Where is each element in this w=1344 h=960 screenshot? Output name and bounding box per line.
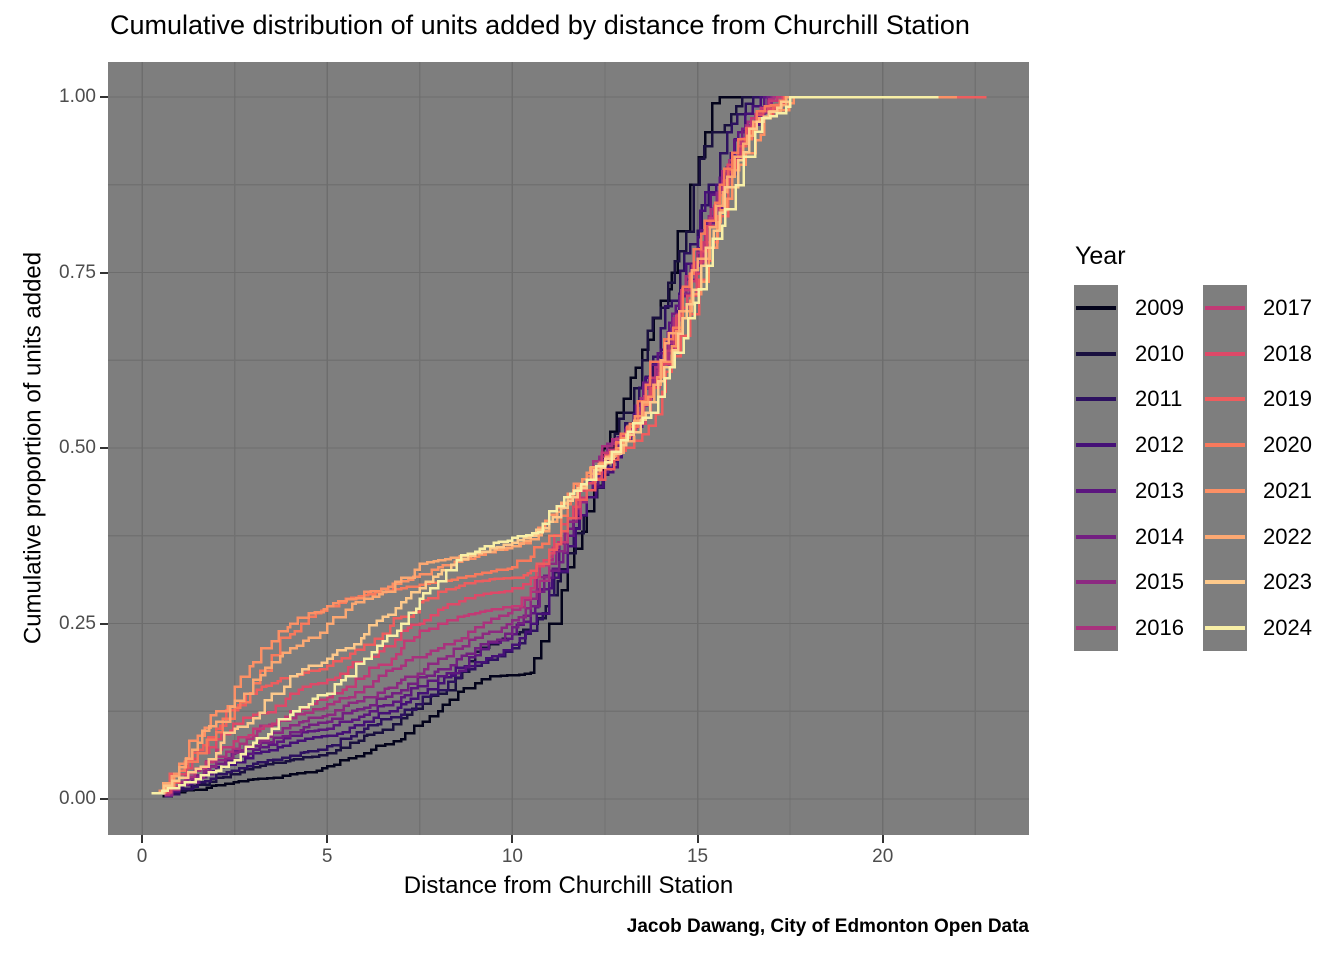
- legend-label-2022: 2022: [1263, 523, 1312, 549]
- legend-label-2020: 2020: [1263, 432, 1312, 458]
- legend-key-line-2019: [1205, 397, 1245, 402]
- ecdf-lines: [151, 95, 987, 798]
- legend-key-line-2017: [1205, 305, 1245, 310]
- x-axis-tick-label: 5: [321, 846, 333, 867]
- x-axis-tick: [696, 835, 699, 843]
- legend-key-column: [1203, 285, 1247, 651]
- legend-label-2011: 2011: [1135, 386, 1183, 412]
- legend-title: Year: [1075, 242, 1126, 270]
- legend-key-line-2010: [1076, 351, 1116, 356]
- ecdf-line-2009: [162, 95, 802, 798]
- legend-label-2010: 2010: [1135, 340, 1184, 366]
- legend-label-2017: 2017: [1263, 294, 1312, 320]
- y-axis-tick-label: 0.75: [59, 261, 96, 283]
- plot-panel: [108, 62, 1029, 835]
- x-axis-tick-label: 15: [686, 846, 709, 867]
- y-axis-tick: [100, 798, 108, 800]
- y-axis-tick-label: 0.25: [59, 612, 96, 634]
- ecdf-line-2023: [156, 95, 846, 795]
- y-axis-title: Cumulative proportion of units added: [19, 251, 47, 645]
- legend-key-line-2020: [1205, 443, 1245, 448]
- x-axis-tick: [141, 835, 144, 843]
- ecdf-line-2019: [158, 95, 987, 792]
- legend-label-2009: 2009: [1135, 294, 1184, 320]
- x-axis-tick-label: 0: [136, 846, 148, 867]
- x-axis-tick: [881, 835, 884, 843]
- x-axis-tick-label: 10: [501, 846, 523, 867]
- legend-key-line-2021: [1205, 488, 1245, 493]
- ecdf-line-2011: [164, 95, 817, 798]
- y-axis-tick-label: 0.50: [59, 437, 96, 458]
- legend-label-2024: 2024: [1263, 615, 1312, 641]
- y-axis-tick: [100, 622, 108, 625]
- legend-key-line-2022: [1205, 534, 1245, 539]
- legend-key-line-2015: [1076, 580, 1116, 585]
- legend-key-line-2024: [1205, 626, 1245, 631]
- legend-label-2018: 2018: [1263, 340, 1312, 366]
- legend-label-2012: 2012: [1135, 432, 1184, 458]
- legend-label-2013: 2013: [1135, 477, 1184, 503]
- legend-label-2019: 2019: [1263, 386, 1312, 412]
- y-axis-tick: [100, 271, 108, 274]
- x-axis-tick: [326, 835, 329, 843]
- legend-key-line-2012: [1076, 443, 1116, 448]
- legend-key-line-2011: [1076, 397, 1116, 402]
- legend-label-2021: 2021: [1263, 477, 1312, 503]
- legend-label-2016: 2016: [1135, 615, 1184, 641]
- y-axis-tick-label: 1.00: [59, 86, 96, 107]
- legend-label-2015: 2015: [1135, 569, 1184, 595]
- x-axis-tick: [511, 835, 514, 843]
- legend-key-line-2023: [1205, 580, 1245, 585]
- y-axis-tick: [100, 447, 108, 449]
- ecdf-line-2020: [158, 95, 957, 794]
- legend-label-2014: 2014: [1135, 523, 1184, 549]
- caption: Jacob Dawang, City of Edmonton Open Data: [626, 916, 1029, 937]
- legend-label-2023: 2023: [1263, 569, 1312, 595]
- legend-key-line-2014: [1076, 534, 1116, 539]
- y-axis-tick-label: 0.00: [59, 788, 96, 809]
- legend-key-line-2018: [1205, 351, 1245, 356]
- ecdf-line-2024: [151, 95, 939, 795]
- x-axis-tick-label: 20: [872, 846, 894, 867]
- ecdf-line-2013: [164, 95, 828, 797]
- y-axis-tick: [100, 96, 108, 98]
- legend-key-line-2016: [1076, 626, 1116, 631]
- ecdf-line-2010: [164, 95, 809, 798]
- legend-key-line-2009: [1076, 305, 1116, 310]
- plot-title: Cumulative distribution of units added b…: [110, 10, 970, 40]
- x-axis-title: Distance from Churchill Station: [403, 872, 734, 899]
- legend-key-line-2013: [1076, 488, 1116, 493]
- legend-key-column: [1074, 285, 1118, 651]
- ecdf-line-2018: [160, 95, 902, 794]
